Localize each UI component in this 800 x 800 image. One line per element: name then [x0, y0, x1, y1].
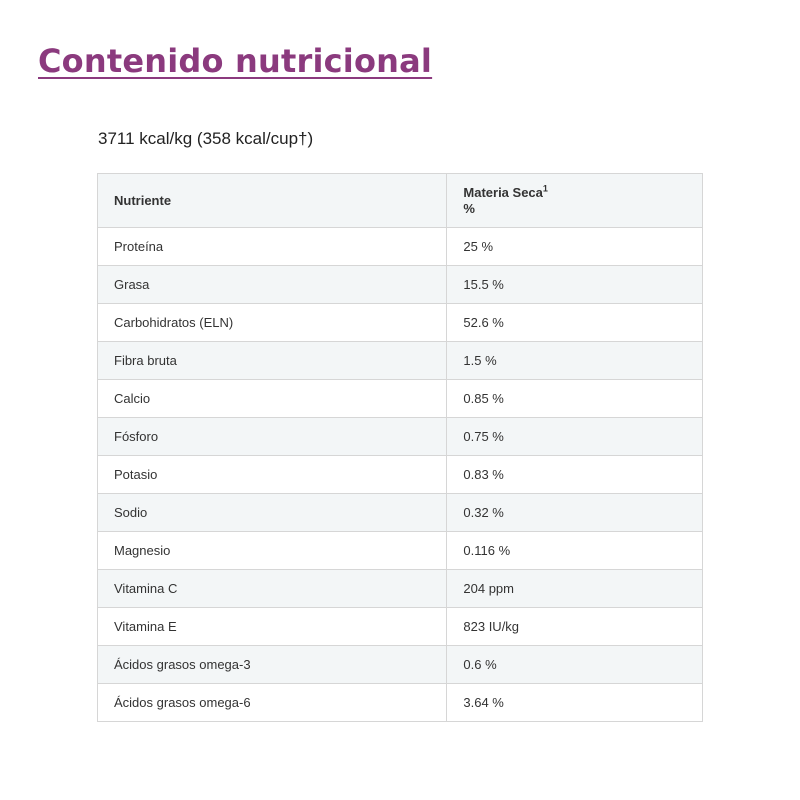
nutrient-value: 0.75 %	[446, 417, 703, 456]
nutrient-value: 0.83 %	[446, 455, 703, 494]
nutrient-value: 823 IU/kg	[446, 607, 703, 646]
footnote-marker: 1	[542, 183, 548, 194]
nutrient-name: Carbohidratos (ELN)	[96, 303, 448, 342]
table-row: Ácidos grasos omega-3 0.6 %	[96, 645, 703, 684]
nutrient-name: Vitamina C	[96, 569, 448, 608]
nutrient-name: Ácidos grasos omega-6	[96, 683, 448, 722]
nutrient-value: 52.6 %	[446, 303, 703, 342]
table-row: Magnesio 0.116 %	[96, 531, 703, 570]
table-row: Fósforo 0.75 %	[96, 417, 703, 456]
table-row: Vitamina E 823 IU/kg	[96, 607, 703, 646]
header-nutrient: Nutriente	[96, 173, 448, 228]
nutrient-rows: Proteína 25 % Grasa 15.5 % Carbohidratos (EL…	[96, 227, 703, 722]
nutrient-name: Potasio	[96, 455, 448, 494]
table-row: Sodio 0.32 %	[96, 493, 703, 532]
table-row: Proteína 25 %	[96, 227, 703, 266]
table-row: Fibra bruta 1.5 %	[96, 341, 703, 380]
nutrient-name: Calcio	[96, 379, 448, 418]
nutrient-table: Nutriente Materia Seca1 % Proteína 25 % Gr…	[96, 173, 703, 722]
nutrient-name: Grasa	[96, 265, 448, 304]
nutrient-name: Ácidos grasos omega-3	[96, 645, 448, 684]
nutrient-name: Vitamina E	[96, 607, 448, 646]
nutrient-value: 0.85 %	[446, 379, 703, 418]
nutrient-value: 1.5 %	[446, 341, 703, 380]
nutrient-value: 3.64 %	[446, 683, 703, 722]
nutrient-value: 0.32 %	[446, 493, 703, 532]
table-row: Potasio 0.83 %	[96, 455, 703, 494]
header-dry-matter-unit: %	[463, 200, 475, 216]
nutrient-name: Fósforo	[96, 417, 448, 456]
table-row: Grasa 15.5 %	[96, 265, 703, 304]
nutrient-name: Proteína	[96, 227, 448, 266]
nutrient-name: Sodio	[96, 493, 448, 532]
header-dry-matter: Materia Seca1 %	[446, 173, 703, 228]
table-row: Vitamina C 204 ppm	[96, 569, 703, 608]
table-row: Calcio 0.85 %	[96, 379, 703, 418]
table-row: Carbohidratos (ELN) 52.6 %	[96, 303, 703, 342]
nutrient-name: Fibra bruta	[96, 341, 448, 380]
nutrient-value: 15.5 %	[446, 265, 703, 304]
section-title: Contenido nutricional	[38, 42, 433, 80]
nutrient-value: 0.6 %	[446, 645, 703, 684]
nutrient-value: 0.116 %	[446, 531, 703, 570]
nutrient-value: 204 ppm	[446, 569, 703, 608]
table-row: Ácidos grasos omega-6 3.64 %	[96, 683, 703, 722]
nutrient-value: 25 %	[446, 227, 703, 266]
header-dry-matter-label: Materia Seca	[463, 184, 543, 200]
table-header-row: Nutriente Materia Seca1 %	[96, 173, 703, 228]
energy-content: 3711 kcal/kg (358 kcal/cup†)	[98, 129, 314, 148]
nutrient-name: Magnesio	[96, 531, 448, 570]
